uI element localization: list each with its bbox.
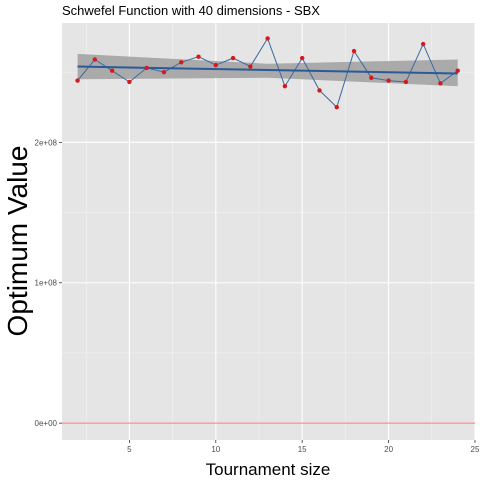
y-tick-label: 0e+00 (35, 419, 58, 428)
x-tick-label: 10 (211, 445, 220, 454)
data-point (317, 88, 322, 93)
data-point (109, 68, 115, 73)
y-tick-label: 2e+08 (35, 138, 58, 147)
y-tick-label: 1e+08 (35, 279, 58, 288)
trend-line (77, 65, 458, 75)
data-point (144, 65, 149, 71)
data-point (230, 55, 236, 61)
data-point (92, 57, 98, 62)
chart-title: Schwefel Function with 40 dimensions - S… (62, 3, 320, 18)
x-tick-label: 15 (298, 445, 307, 454)
data-point (351, 48, 357, 54)
data-point (248, 64, 253, 69)
data-points (75, 36, 460, 110)
data-point (334, 105, 339, 110)
x-tick-label: 25 (471, 445, 480, 454)
data-point (75, 78, 80, 83)
data-point (282, 83, 288, 89)
y-axis-label: Optimum Value (2, 146, 33, 337)
plot-panel (62, 23, 475, 440)
data-point (403, 79, 409, 85)
data-point (369, 75, 374, 80)
data-point (161, 69, 167, 75)
x-axis-label: Tournament size (206, 460, 331, 479)
x-tick-label: 20 (384, 445, 393, 454)
data-point (386, 78, 391, 83)
x-axis-ticks: 5 10 15 20 25 (127, 440, 480, 454)
x-tick-label: 5 (127, 445, 132, 454)
data-point (420, 41, 426, 47)
y-axis-ticks: 0e+00 1e+08 2e+08 (35, 138, 62, 428)
data-point (213, 62, 218, 68)
data-point (299, 55, 305, 61)
data-point (455, 68, 460, 73)
data-point (179, 60, 184, 65)
data-point (127, 79, 132, 85)
data-point (438, 81, 443, 86)
data-point (196, 54, 201, 59)
data-point (265, 36, 270, 41)
